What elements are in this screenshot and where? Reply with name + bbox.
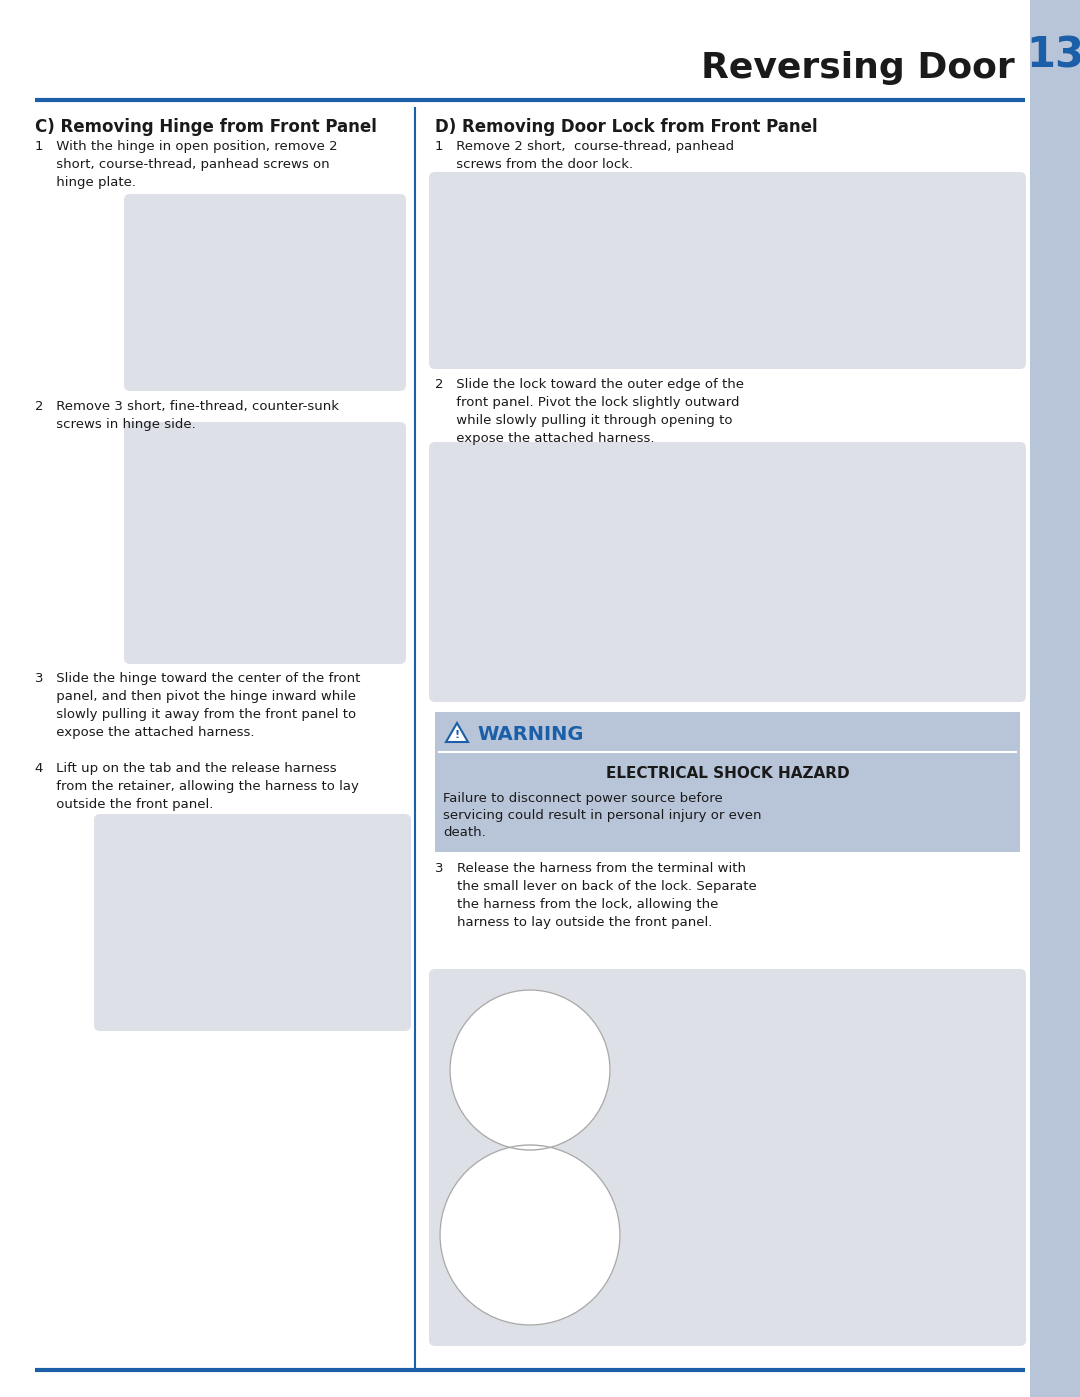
Bar — [1030, 0, 1080, 89]
Text: 3: 3 — [435, 862, 444, 875]
Circle shape — [450, 990, 610, 1150]
Text: 3   Slide the hinge toward the center of the front
     panel, and then pivot th: 3 Slide the hinge toward the center of t… — [35, 672, 361, 739]
Bar — [1030, 0, 1080, 1397]
Text: 13: 13 — [1026, 34, 1080, 75]
Circle shape — [440, 1146, 620, 1324]
FancyBboxPatch shape — [94, 814, 411, 1031]
FancyBboxPatch shape — [429, 441, 1026, 703]
Text: D) Removing Door Lock from Front Panel: D) Removing Door Lock from Front Panel — [435, 117, 818, 136]
FancyBboxPatch shape — [429, 970, 1026, 1345]
Bar — [435, 712, 1020, 852]
Text: 1   Remove 2 short,  course-thread, panhead
     screws from the door lock.: 1 Remove 2 short, course-thread, panhead… — [435, 140, 734, 170]
Text: !: ! — [455, 731, 460, 740]
Text: 1   With the hinge in open position, remove 2
     short, course-thread, panhead: 1 With the hinge in open position, remov… — [35, 140, 338, 189]
Text: Reversing Door: Reversing Door — [701, 52, 1015, 85]
FancyBboxPatch shape — [429, 172, 1026, 369]
FancyBboxPatch shape — [124, 194, 406, 391]
FancyBboxPatch shape — [124, 422, 406, 664]
Polygon shape — [446, 724, 468, 742]
Text: 2   Remove 3 short, fine-thread, counter-sunk
     screws in hinge side.: 2 Remove 3 short, fine-thread, counter-s… — [35, 400, 339, 432]
Text: 4   Lift up on the tab and the release harness
     from the retainer, allowing : 4 Lift up on the tab and the release har… — [35, 761, 359, 812]
Text: 2   Slide the lock toward the outer edge of the
     front panel. Pivot the lock: 2 Slide the lock toward the outer edge o… — [435, 379, 744, 446]
Text: Release the harness from the terminal with
the small lever on back of the lock. : Release the harness from the terminal wi… — [457, 862, 757, 929]
Text: ELECTRICAL SHOCK HAZARD: ELECTRICAL SHOCK HAZARD — [606, 767, 849, 781]
Text: C) Removing Hinge from Front Panel: C) Removing Hinge from Front Panel — [35, 117, 377, 136]
Text: WARNING: WARNING — [477, 725, 583, 743]
Text: Failure to disconnect power source before
servicing could result in personal inj: Failure to disconnect power source befor… — [443, 792, 761, 840]
